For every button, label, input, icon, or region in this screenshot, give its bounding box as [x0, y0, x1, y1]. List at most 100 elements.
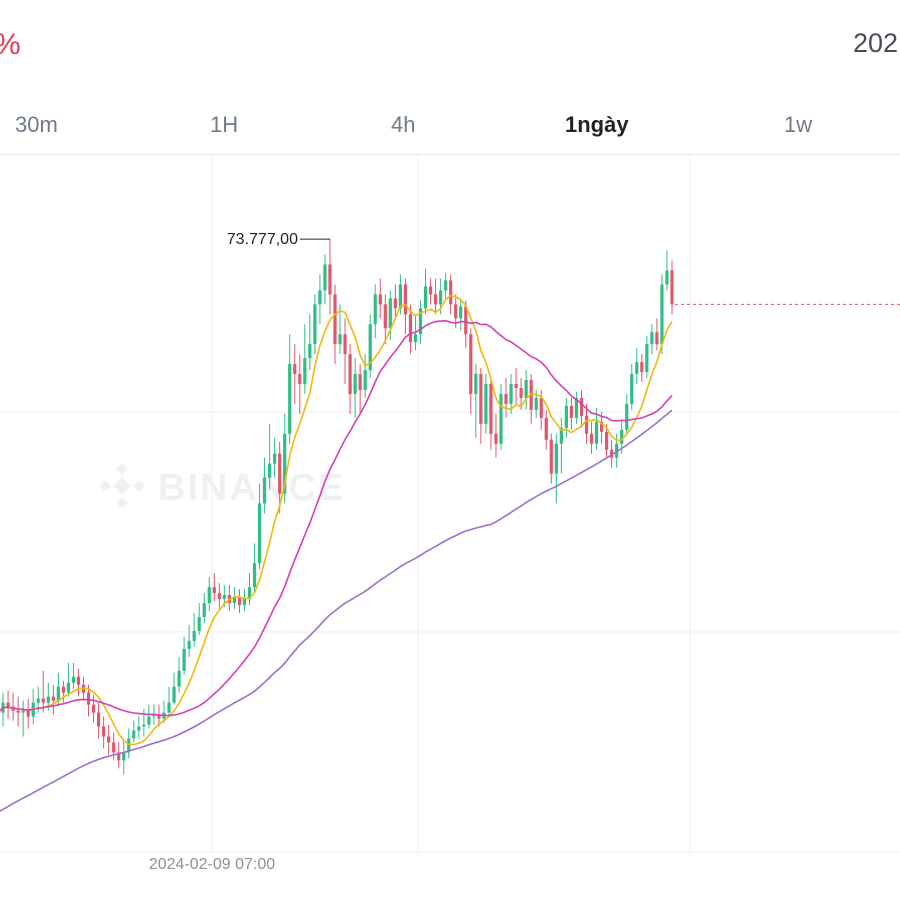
candle	[227, 585, 231, 612]
candle-body	[423, 286, 428, 309]
tab-4h[interactable]: 4h	[391, 112, 416, 137]
candle	[91, 694, 96, 723]
tab-1day[interactable]: 1ngày	[565, 112, 629, 137]
candle-body	[26, 710, 30, 717]
candle-body	[358, 374, 362, 390]
candle-body	[569, 405, 574, 418]
candle	[408, 304, 413, 355]
candle-body	[328, 264, 332, 295]
candle	[298, 354, 302, 414]
candle	[338, 304, 342, 355]
candle-body	[137, 726, 141, 731]
candle	[273, 437, 277, 478]
candle-body	[640, 362, 644, 373]
candle-body	[514, 384, 518, 388]
candle	[11, 692, 15, 721]
overlays-layer: 73.777,00 2024-02-09 07:00	[149, 231, 900, 873]
candle-body	[549, 439, 553, 474]
candle	[549, 433, 553, 484]
candle	[484, 374, 488, 434]
candle	[343, 318, 347, 385]
candle	[383, 294, 387, 345]
candle-body	[41, 698, 45, 703]
moving-averages-layer	[0, 294, 673, 812]
candle-body	[444, 280, 448, 291]
candle-body	[273, 453, 277, 464]
candle	[650, 324, 654, 355]
candle-body	[36, 698, 40, 703]
candle	[323, 254, 327, 305]
candles-layer	[1, 239, 674, 775]
candle-body	[413, 334, 418, 343]
candle	[313, 294, 317, 355]
candle	[564, 397, 568, 438]
candle-body	[620, 429, 624, 444]
candle	[579, 389, 584, 428]
candle-body	[262, 477, 267, 504]
candle	[283, 413, 287, 504]
candle	[112, 732, 116, 761]
candle-body	[594, 421, 599, 444]
candle-body	[338, 334, 342, 345]
candle-body	[474, 374, 478, 394]
candle-body	[464, 306, 468, 335]
candle-body	[333, 294, 337, 345]
candle-body	[303, 358, 307, 385]
max-price-label: 73.777,00	[227, 231, 298, 248]
candle-body	[177, 670, 181, 687]
candle-body	[147, 716, 151, 725]
candle-body	[323, 264, 327, 291]
candle	[574, 391, 579, 424]
tab-30m[interactable]: 30m	[15, 112, 58, 137]
candle-body	[428, 286, 433, 295]
candle	[509, 374, 513, 414]
candle-body	[599, 421, 604, 432]
candle	[388, 290, 392, 341]
candle	[76, 668, 81, 697]
candle	[247, 573, 252, 606]
candle	[217, 583, 221, 610]
candle	[41, 670, 45, 713]
tab-1h[interactable]: 1H	[210, 112, 239, 137]
candle-body	[363, 370, 367, 390]
candle-body	[469, 334, 473, 394]
candle	[378, 278, 382, 319]
candle-body	[368, 324, 372, 371]
candle-body	[222, 595, 226, 600]
candle	[61, 680, 65, 703]
candle-body	[152, 714, 156, 717]
candle	[645, 336, 649, 379]
candle-body	[348, 354, 352, 394]
candle	[635, 348, 639, 385]
candle-body	[610, 449, 614, 458]
candle-body	[283, 433, 287, 494]
candle-body	[408, 314, 413, 343]
candle	[117, 742, 121, 769]
candle-body	[499, 393, 503, 444]
candle-body	[630, 374, 634, 404]
candle-body	[418, 308, 423, 335]
ma-mid-line	[0, 319, 673, 717]
candle	[132, 720, 136, 743]
candle-body	[107, 736, 111, 743]
candle-body	[504, 393, 508, 404]
candle-body	[187, 640, 191, 649]
candle-body	[383, 304, 387, 329]
candle-body	[122, 752, 126, 761]
candle-body	[293, 364, 297, 375]
candle-body	[66, 682, 71, 693]
candle	[197, 603, 201, 635]
candle	[544, 409, 548, 450]
candle-body	[51, 696, 55, 701]
candle	[187, 624, 191, 657]
candle	[242, 589, 247, 612]
candle-body	[509, 384, 513, 404]
candle-body	[237, 597, 242, 606]
candle-body	[403, 284, 408, 315]
candle-body	[484, 384, 488, 424]
x-tick-label: 2024-02-09 07:00	[149, 856, 275, 873]
tab-1w[interactable]: 1w	[784, 112, 813, 137]
candle	[504, 378, 508, 418]
chart-grid	[0, 155, 900, 853]
